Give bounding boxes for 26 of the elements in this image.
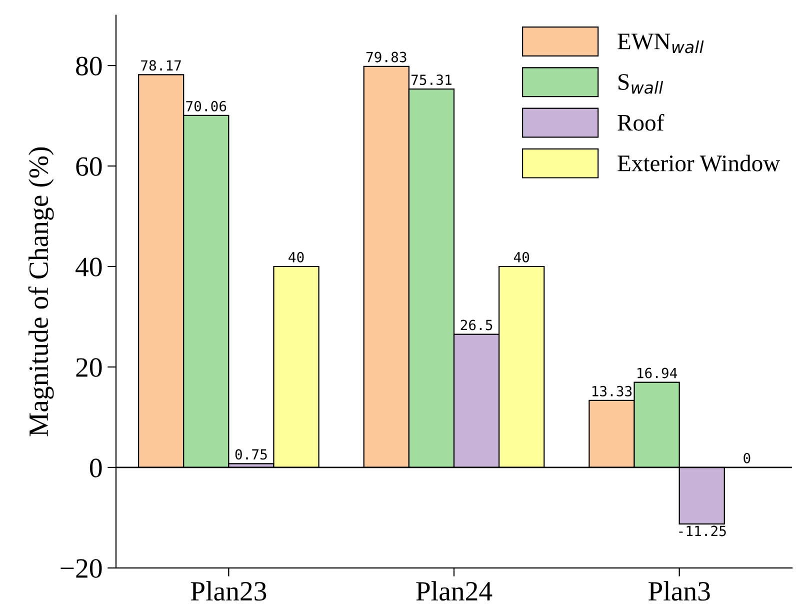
data-label: 26.5 bbox=[460, 320, 492, 330]
data-label: 40 bbox=[288, 252, 304, 262]
legend-label: Exterior Window bbox=[618, 154, 780, 172]
x-tick-label: Plan23 bbox=[190, 581, 266, 601]
data-label: 40 bbox=[514, 252, 530, 262]
x-tick-label: Plan24 bbox=[416, 581, 492, 601]
y-tick-label: 0 bbox=[90, 458, 102, 478]
legend-label: Roof bbox=[618, 114, 664, 131]
data-label: 16.94 bbox=[638, 368, 678, 378]
data-label: 78.17 bbox=[141, 60, 181, 71]
data-label: -11.25 bbox=[679, 526, 726, 536]
y-tick-label: 80 bbox=[76, 56, 102, 76]
legend-label: EWN$_{wall}$ bbox=[618, 34, 704, 54]
data-label: 0.75 bbox=[235, 449, 267, 460]
y-axis-title: Magnitude of Change (%) bbox=[28, 147, 54, 436]
legend-label: S$_{wall}$ bbox=[618, 74, 664, 94]
y-tick-label: 60 bbox=[76, 157, 102, 176]
x-tick-label: Plan3 bbox=[648, 581, 710, 601]
data-label: 13.33 bbox=[592, 386, 632, 396]
data-label: 70.06 bbox=[186, 100, 226, 112]
data-label: 79.83 bbox=[366, 52, 406, 62]
data-label: 75.31 bbox=[412, 74, 452, 86]
data-label: 0 bbox=[744, 452, 750, 464]
y-tick-label: −20 bbox=[60, 559, 102, 578]
y-tick-label: 40 bbox=[76, 258, 102, 276]
y-tick-label: 20 bbox=[76, 358, 102, 377]
